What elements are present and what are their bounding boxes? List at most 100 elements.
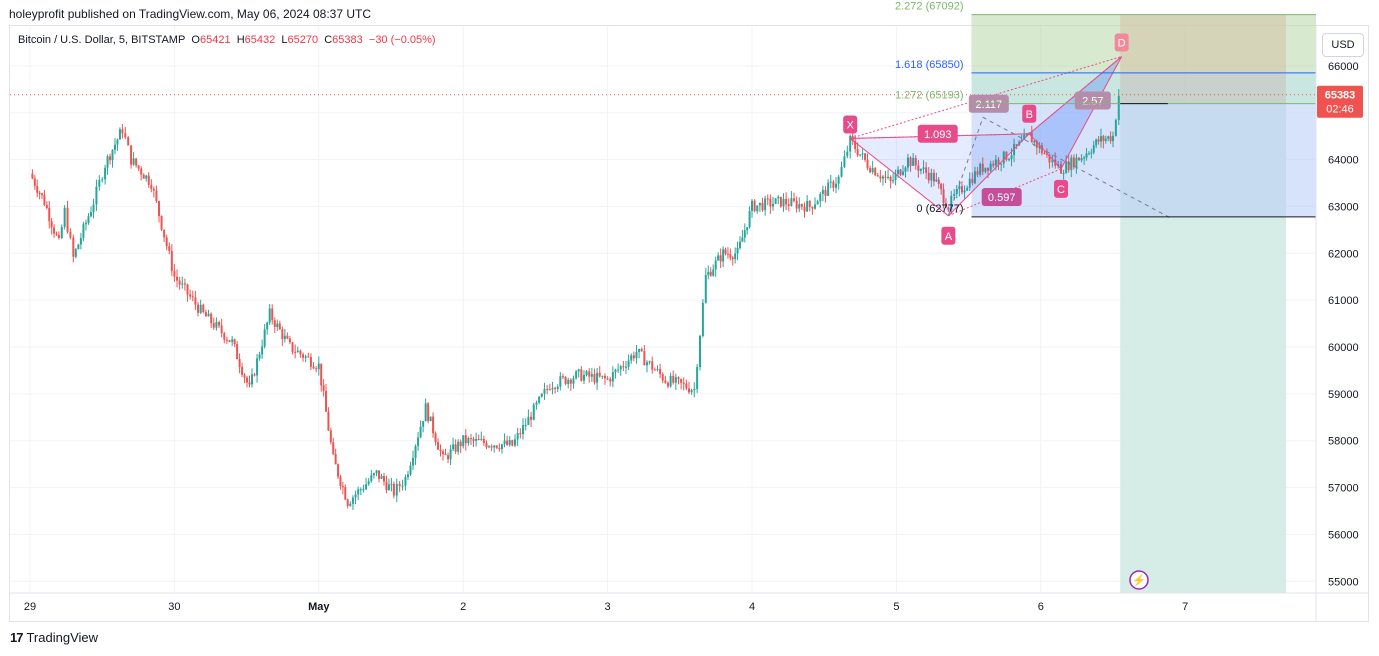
ratio-xb-label-box[interactable]	[917, 124, 958, 143]
candle-body	[339, 476, 342, 486]
candle-body	[1083, 157, 1086, 159]
candle-body	[966, 187, 969, 191]
candle-body	[693, 388, 696, 391]
currency-button[interactable]: USD	[1322, 33, 1364, 57]
candle-body	[1008, 159, 1011, 161]
candle-body	[1045, 153, 1048, 155]
candle-body	[1030, 132, 1033, 143]
candle-body	[90, 211, 93, 217]
point-a-label-box[interactable]	[941, 226, 956, 245]
candle-body	[1114, 119, 1117, 136]
time-tick-label: 30	[168, 601, 180, 613]
candle-body	[452, 444, 455, 450]
candle-body	[1062, 173, 1065, 175]
candle-body	[627, 360, 630, 367]
ratio-ac-label[interactable]: 0.597	[988, 192, 1016, 204]
point-a-label[interactable]: A	[945, 231, 953, 243]
candle-body	[653, 369, 656, 371]
candle-body	[917, 165, 920, 171]
candle-body	[846, 151, 849, 157]
candle-body	[454, 444, 457, 452]
ratio-bd-label-box[interactable]	[1074, 91, 1111, 110]
point-b-label[interactable]: B	[1026, 109, 1033, 121]
current-price-label: 65383	[1325, 90, 1356, 102]
candle-body	[212, 323, 215, 328]
candle-body	[881, 176, 884, 179]
candle-body	[588, 371, 591, 377]
candle-body	[375, 470, 378, 474]
candle-body	[38, 192, 41, 194]
candle-body	[69, 231, 72, 238]
candle-body	[1070, 157, 1073, 171]
tradingview-logo[interactable]: 17 TradingView	[10, 630, 98, 645]
time-axis[interactable]: 29 30 May 2 3 4 5 6 7	[10, 592, 1368, 613]
candle-body	[795, 200, 798, 209]
candle-body	[892, 180, 895, 182]
alert-icon[interactable]	[1129, 570, 1149, 590]
candle-body	[320, 363, 323, 386]
candle-body	[104, 167, 107, 180]
point-x-label-box[interactable]	[843, 115, 858, 134]
ratio-xb-label[interactable]: 1.093	[924, 129, 952, 141]
candle-body	[734, 253, 737, 260]
candle-body	[95, 186, 98, 205]
candle-body	[165, 237, 168, 247]
candle-body	[1023, 135, 1026, 140]
candle-body	[816, 201, 819, 205]
candle-body	[140, 168, 143, 175]
candle-body	[922, 167, 925, 170]
candle-body	[60, 226, 63, 238]
point-c-label[interactable]: C	[1057, 184, 1065, 196]
candle-body	[1102, 136, 1105, 141]
point-x-label[interactable]: X	[847, 119, 855, 131]
candle-body	[349, 503, 352, 506]
candle-body	[598, 372, 601, 377]
candle-body	[569, 379, 572, 384]
candle-body	[488, 446, 491, 448]
candle-body	[1065, 161, 1068, 174]
candle-body	[854, 140, 857, 150]
candle-body	[357, 489, 360, 495]
candle-body	[434, 433, 437, 442]
candle-body	[283, 335, 286, 340]
candle-body	[315, 368, 318, 370]
ratio-ac-label-box[interactable]	[981, 188, 1022, 207]
ratio-xd-label[interactable]: 2.117	[975, 99, 1002, 111]
candle-body	[567, 379, 570, 384]
candle-body	[704, 274, 707, 303]
candle-body	[241, 366, 244, 375]
projection-line	[947, 116, 1171, 219]
candle-body	[63, 207, 66, 227]
current-price-badge[interactable]	[1317, 85, 1363, 118]
candle-body	[302, 354, 305, 358]
candle-body	[1075, 157, 1078, 168]
candle-body	[1087, 153, 1090, 155]
point-b-label-box[interactable]	[1022, 104, 1037, 123]
candle-body	[950, 195, 953, 210]
candle-body	[927, 172, 930, 181]
candle-body	[731, 257, 734, 260]
candle-body	[530, 416, 533, 420]
candle-body	[606, 378, 609, 380]
candle-body	[186, 284, 189, 295]
candle-body	[987, 167, 990, 171]
candle-body	[178, 280, 181, 285]
ratio-bd-label[interactable]: 2.57	[1082, 96, 1103, 108]
price-tick-label: 62000	[1328, 248, 1359, 260]
candle-body	[145, 175, 148, 179]
candle-body	[843, 156, 846, 167]
candle-body	[513, 439, 516, 446]
candle-body	[940, 183, 943, 190]
fib-label: 1.618 (65850)	[895, 59, 964, 71]
candle-body	[225, 339, 228, 341]
point-c-label-box[interactable]	[1054, 179, 1069, 198]
candle-body	[482, 438, 485, 444]
point-d-label[interactable]: D	[1118, 37, 1126, 49]
candle-body	[906, 157, 909, 168]
price-axis[interactable]: 55000 56000 57000 58000 59000 60000 61000 62000…	[1315, 26, 1363, 621]
candle-body	[101, 179, 104, 181]
candle-body	[398, 483, 401, 487]
xabcd-pattern[interactable]: X A B C D 1.093 0.597 2.117 2.57	[843, 33, 1171, 245]
point-d-label-box[interactable]	[1114, 33, 1129, 52]
